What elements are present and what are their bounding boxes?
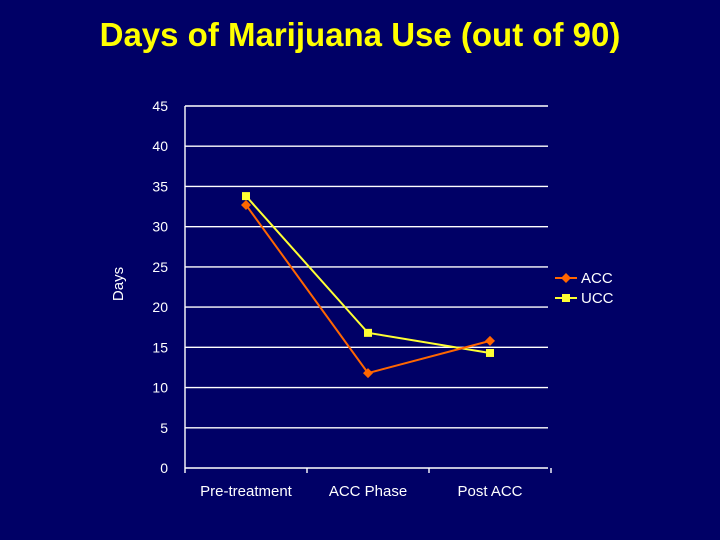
y-tick-label: 10 bbox=[152, 380, 168, 396]
chart-title: Days of Marijuana Use (out of 90) bbox=[99, 16, 621, 53]
y-tick-label: 40 bbox=[152, 138, 168, 154]
data-point-acc bbox=[485, 335, 495, 346]
data-point-acc bbox=[363, 368, 373, 379]
series-group bbox=[241, 192, 495, 379]
y-tick-label: 30 bbox=[152, 219, 168, 235]
legend-label-acc: ACC bbox=[581, 270, 613, 287]
gridlines bbox=[185, 105, 548, 429]
data-point-ucc bbox=[364, 328, 372, 337]
y-tick-label: 35 bbox=[152, 178, 168, 194]
y-tick-label: 5 bbox=[160, 420, 168, 436]
data-point-ucc bbox=[486, 348, 494, 357]
x-tick-label: ACC Phase bbox=[329, 483, 407, 500]
legend-label-ucc: UCC bbox=[581, 290, 614, 307]
legend: ACC UCC bbox=[555, 270, 614, 307]
y-tick-label: 45 bbox=[152, 98, 168, 114]
y-tick-label: 20 bbox=[152, 299, 168, 315]
data-point-acc bbox=[241, 199, 251, 210]
axes bbox=[184, 106, 552, 473]
x-tick-labels: Pre-treatment ACC Phase Post ACC bbox=[200, 483, 523, 500]
y-tick-labels: 0 5 10 15 20 25 30 35 40 45 bbox=[152, 98, 168, 476]
y-tick-label: 0 bbox=[160, 460, 168, 476]
data-point-ucc bbox=[242, 192, 250, 201]
y-axis-label: Days bbox=[110, 267, 127, 301]
x-tick-label: Pre-treatment bbox=[200, 483, 293, 500]
y-tick-label: 25 bbox=[152, 259, 168, 275]
legend-marker-acc bbox=[561, 273, 571, 283]
legend-marker-ucc bbox=[562, 294, 570, 302]
x-tick-label: Post ACC bbox=[457, 483, 522, 500]
y-tick-label: 15 bbox=[152, 339, 168, 355]
